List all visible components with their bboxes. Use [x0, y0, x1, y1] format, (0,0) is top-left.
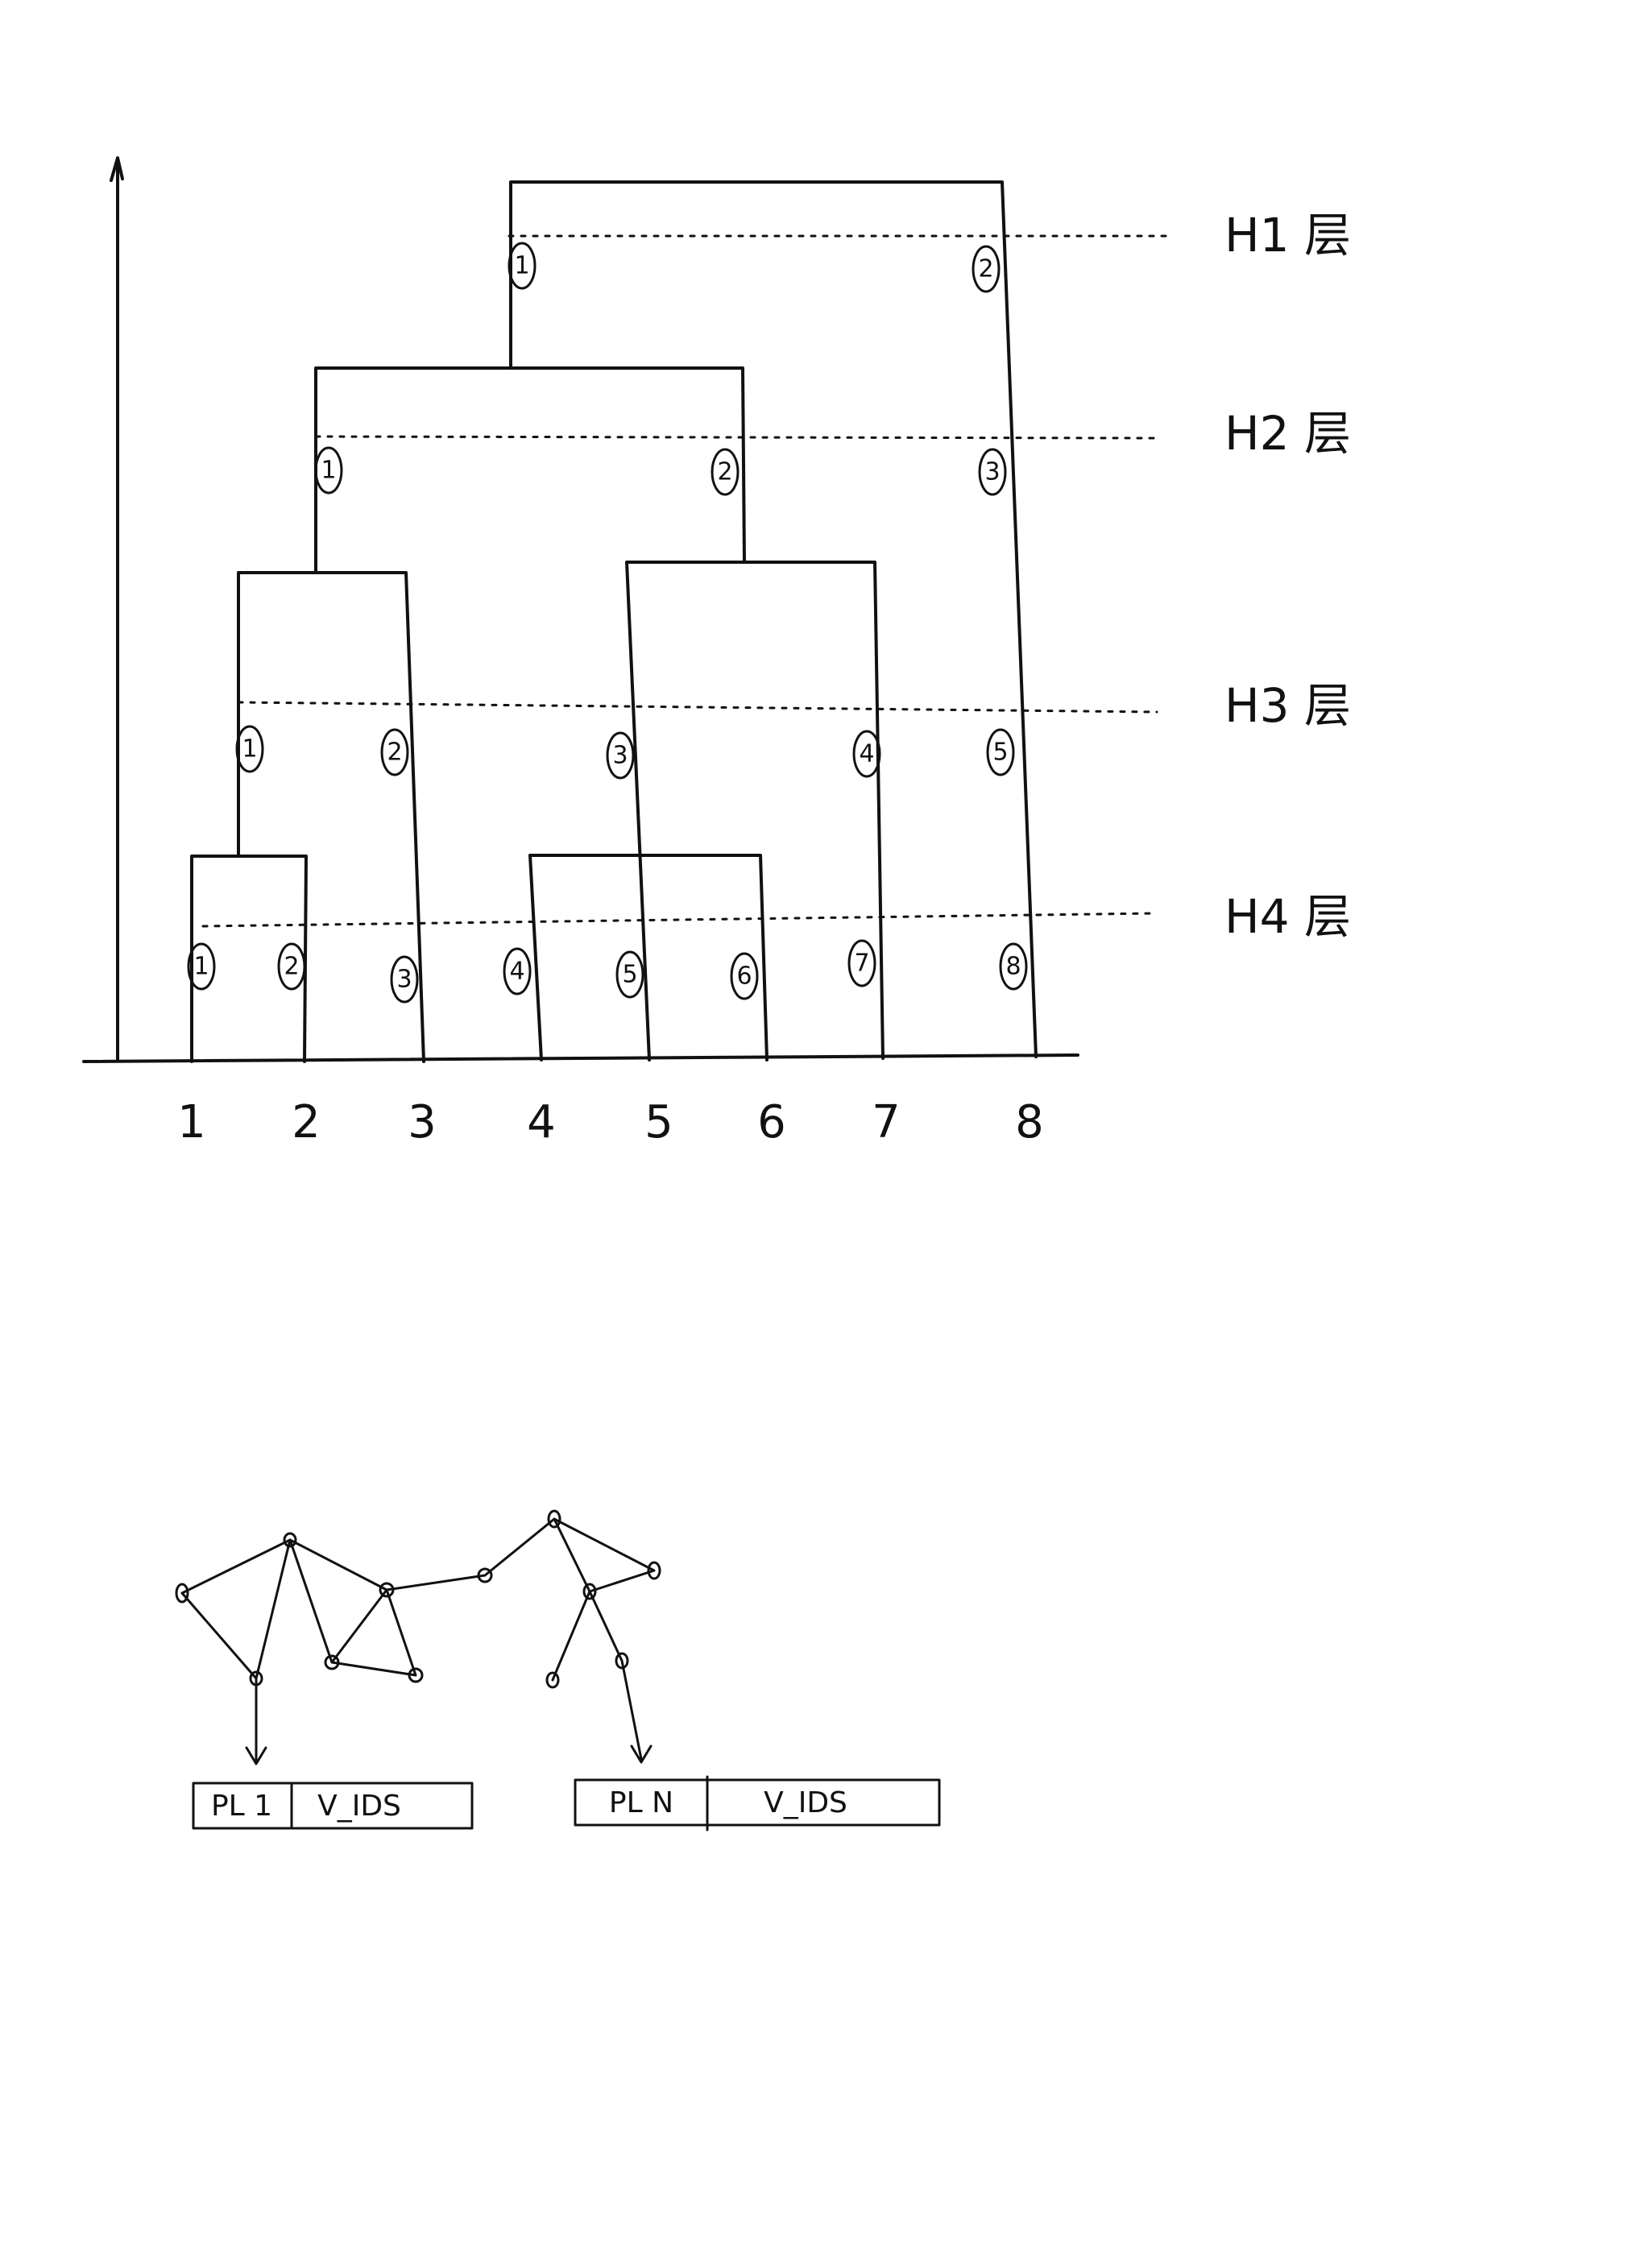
level-label-h1: H1 层 — [1224, 208, 1351, 263]
h4-member-2: 2 — [284, 953, 299, 981]
table-pln-value: V_IDS — [764, 1786, 847, 1819]
bracket-root — [509, 180, 1038, 1058]
table-pl1: PL 1 V_IDS — [192, 1782, 474, 1830]
bracket-group-1-7 — [314, 366, 746, 574]
h3-member-5: 5 — [992, 739, 1008, 767]
h2-member-1: 1 — [321, 457, 336, 485]
leaf-label-3: 3 — [408, 1096, 437, 1148]
level-line-h3 — [237, 701, 1158, 714]
table-pl1-key: PL 1 — [211, 1790, 272, 1823]
bracket-leaf-1-2 — [190, 855, 308, 1063]
dendrogram-brackets — [190, 180, 1038, 1063]
level-label-h3: H3 层 — [1224, 678, 1351, 733]
h4-member-4: 4 — [509, 958, 524, 986]
leaf-label-8: 8 — [1015, 1096, 1044, 1148]
graph-edges — [180, 1517, 656, 1761]
h1-member-2: 2 — [978, 255, 993, 284]
h2-member-3: 3 — [984, 458, 1000, 486]
vertical-axis — [110, 156, 124, 1061]
h4-member-8: 8 — [1005, 953, 1021, 981]
bracket-group-4-7 — [625, 561, 885, 1062]
bracket-group-1-3 — [237, 571, 425, 1063]
h4-member-3: 3 — [396, 966, 412, 994]
graph-sketch — [175, 1509, 661, 1765]
member-ellipses — [187, 242, 1028, 1004]
h4-member-5: 5 — [622, 961, 637, 989]
table-pl1-value: V_IDS — [317, 1790, 401, 1823]
horizontal-axis — [82, 1053, 1079, 1063]
graph-pointer-arrow — [245, 1677, 267, 1765]
h1-member-1: 1 — [514, 252, 529, 280]
table-pln-key: PL N — [609, 1786, 673, 1819]
h3-member-1: 1 — [242, 735, 257, 764]
level-label-h4: H4 层 — [1224, 889, 1351, 944]
leaf-label-6: 6 — [757, 1096, 786, 1148]
h4-member-6: 6 — [736, 962, 752, 991]
graph-end-arrow — [630, 1744, 653, 1764]
leaf-label-2: 2 — [292, 1096, 321, 1148]
h3-member-2: 2 — [387, 739, 402, 767]
h2-member-2: 2 — [717, 458, 732, 486]
leaf-label-5: 5 — [644, 1096, 673, 1148]
h4-member-1: 1 — [193, 953, 209, 981]
bracket-leaf-4-6 — [528, 854, 769, 1062]
graph-nodes — [175, 1509, 661, 1689]
leaf-labels: 1 2 3 4 5 6 7 8 — [177, 1096, 1044, 1148]
leaf-label-1: 1 — [177, 1096, 206, 1148]
h3-member-3: 3 — [612, 742, 628, 770]
member-numbers: 1 2 1 2 3 1 2 3 4 5 1 2 3 4 5 6 7 8 — [193, 252, 1021, 994]
h3-member-4: 4 — [859, 740, 874, 768]
level-label-h2: H2 层 — [1224, 406, 1351, 461]
leaf-label-7: 7 — [872, 1096, 901, 1148]
level-lines — [201, 234, 1170, 928]
leaf-label-4: 4 — [527, 1096, 556, 1148]
h4-member-7: 7 — [854, 950, 869, 978]
table-pln: PL N V_IDS — [574, 1775, 941, 1831]
level-labels: H1 层 H2 层 H3 层 H4 层 — [1224, 208, 1351, 944]
level-line-h2 — [314, 435, 1158, 440]
level-line-h4 — [201, 912, 1155, 928]
